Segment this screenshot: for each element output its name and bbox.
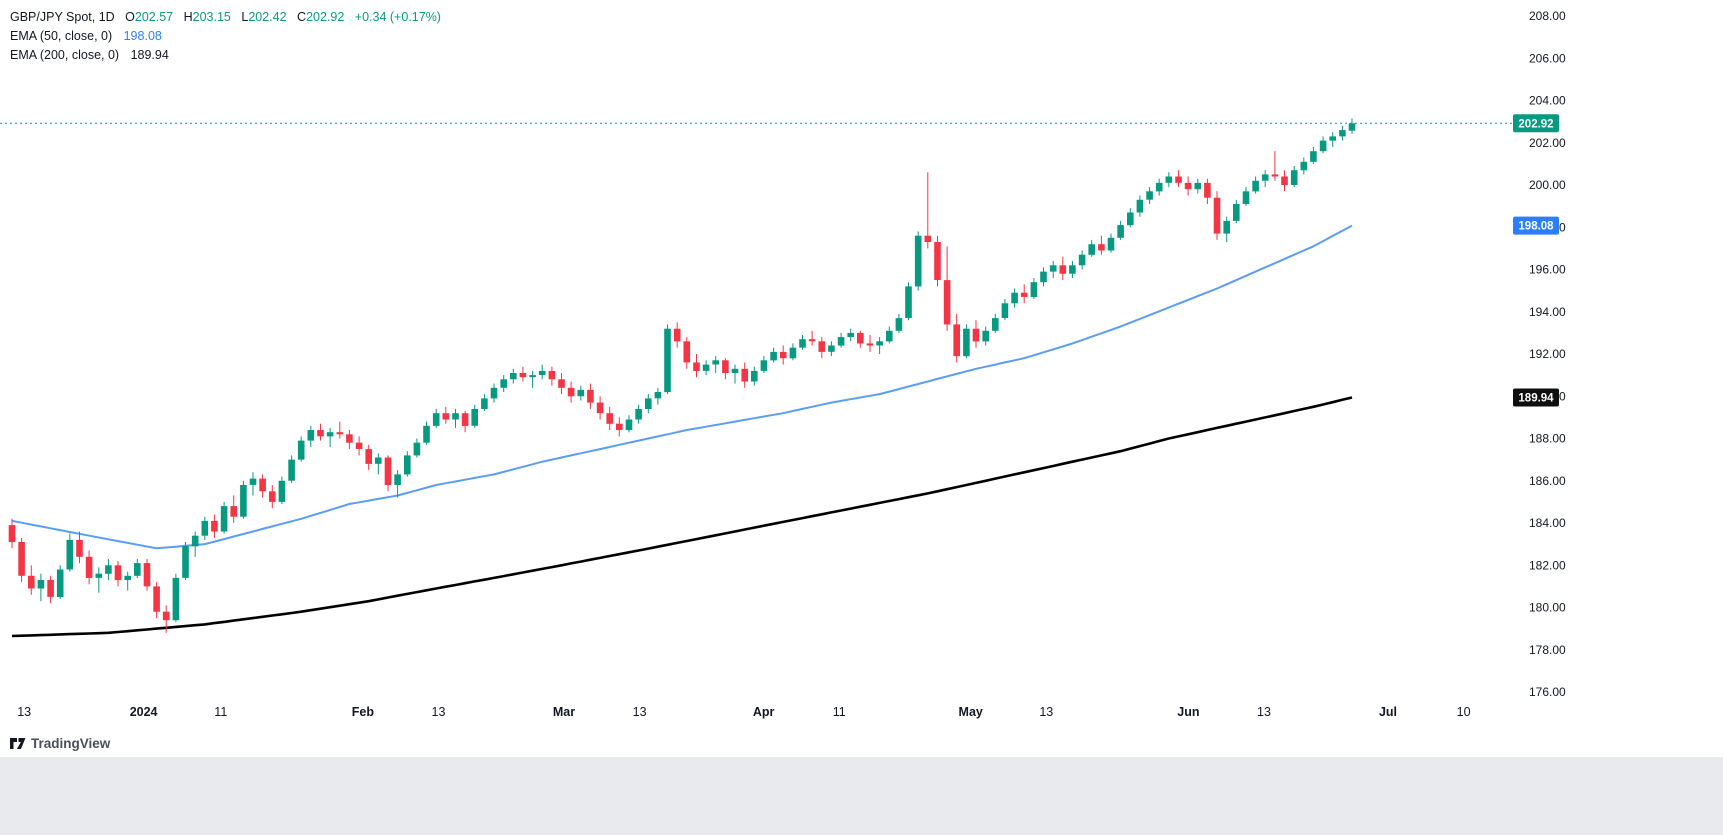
time-tick: Feb <box>352 705 375 719</box>
tradingview-watermark[interactable]: TradingView <box>10 736 110 751</box>
price-tick: 194.00 <box>1529 305 1566 319</box>
price-tick: 204.00 <box>1529 94 1566 108</box>
time-tick: Apr <box>753 705 775 719</box>
price-tick: 182.00 <box>1529 558 1566 572</box>
price-badge <box>1513 114 1559 133</box>
ema-200-line[interactable] <box>11 396 1353 638</box>
svg-text:189.94: 189.94 <box>1518 393 1554 405</box>
price-tick: 186.00 <box>1529 474 1566 488</box>
price-tick: 196.00 <box>1529 263 1566 277</box>
time-tick: Jul <box>1379 705 1397 719</box>
tradingview-label: TradingView <box>31 736 111 751</box>
time-tick: Jun <box>1177 705 1199 719</box>
chart-legend: GBP/JPY Spot, 1D O202.57 H203.15 L202.42… <box>10 8 441 65</box>
candlestick-series[interactable] <box>8 118 1356 633</box>
low-label: L <box>241 10 249 24</box>
tradingview-logo <box>10 738 26 749</box>
price-tick: 192.00 <box>1529 347 1566 361</box>
time-tick: 13 <box>432 705 446 719</box>
ema200-value: 189.94 <box>130 48 169 62</box>
ema200-row: EMA (200, close, 0) 189.94 <box>10 46 441 65</box>
close-label: C <box>297 10 307 24</box>
time-tick: 13 <box>1039 705 1053 719</box>
time-axis[interactable]: 13 2024 11 Feb 13 Mar 13 Apr 11 May 13 Jun 13 Jul 10 <box>17 705 1470 719</box>
price-badge <box>1513 216 1559 235</box>
time-tick: 11 <box>214 705 227 719</box>
high-value: 203.15 <box>192 10 231 24</box>
high-label: H <box>183 10 193 24</box>
price-tick: 188.00 <box>1529 432 1566 446</box>
price-tick: 200.00 <box>1529 178 1566 192</box>
price-badges: 202.92 198.08 189.94 <box>1513 114 1559 407</box>
time-tick: Mar <box>553 705 575 719</box>
ema-50-line[interactable] <box>11 224 1353 550</box>
price-tick: 202.00 <box>1529 136 1566 150</box>
price-tick: 208.00 <box>1529 9 1566 23</box>
ema50-label[interactable]: EMA (50, close, 0) <box>10 29 113 43</box>
open-value: 202.57 <box>134 10 174 24</box>
price-tick: 206.00 <box>1529 51 1566 65</box>
time-tick: 2024 <box>130 705 158 719</box>
close-value: 202.92 <box>306 10 345 24</box>
price-tick: 184.00 <box>1529 516 1566 530</box>
change-value: +0.34 (+0.17%) <box>354 10 441 24</box>
ema50-row: EMA (50, close, 0) 198.08 <box>10 27 441 46</box>
price-tick: 178.00 <box>1529 643 1566 657</box>
price-tick: 176.00 <box>1529 685 1566 699</box>
symbol-title[interactable]: GBP/JPY Spot, 1D <box>10 10 115 24</box>
price-chart[interactable]: 208.00206.00204.00202.00200.00198.00196.… <box>0 0 1723 730</box>
price-badge <box>1513 388 1559 407</box>
time-tick: 11 <box>833 705 846 719</box>
svg-text:198.08: 198.08 <box>1518 221 1554 233</box>
time-tick: 13 <box>1257 705 1271 719</box>
price-tick: 180.00 <box>1529 601 1566 615</box>
time-tick: 13 <box>17 705 31 719</box>
low-value: 202.42 <box>248 10 287 24</box>
footer-strip <box>0 757 1723 835</box>
time-tick: 13 <box>633 705 647 719</box>
price-axis[interactable]: 208.00206.00204.00202.00200.00198.00196.… <box>1529 9 1566 699</box>
ema50-value: 198.08 <box>123 29 162 43</box>
symbol-row: GBP/JPY Spot, 1D O202.57 H203.15 L202.42… <box>10 8 441 27</box>
time-tick: May <box>959 705 983 719</box>
open-label: O <box>125 10 135 24</box>
svg-text:202.92: 202.92 <box>1518 118 1553 130</box>
time-tick: 10 <box>1457 705 1471 719</box>
ema200-label[interactable]: EMA (200, close, 0) <box>10 48 120 62</box>
